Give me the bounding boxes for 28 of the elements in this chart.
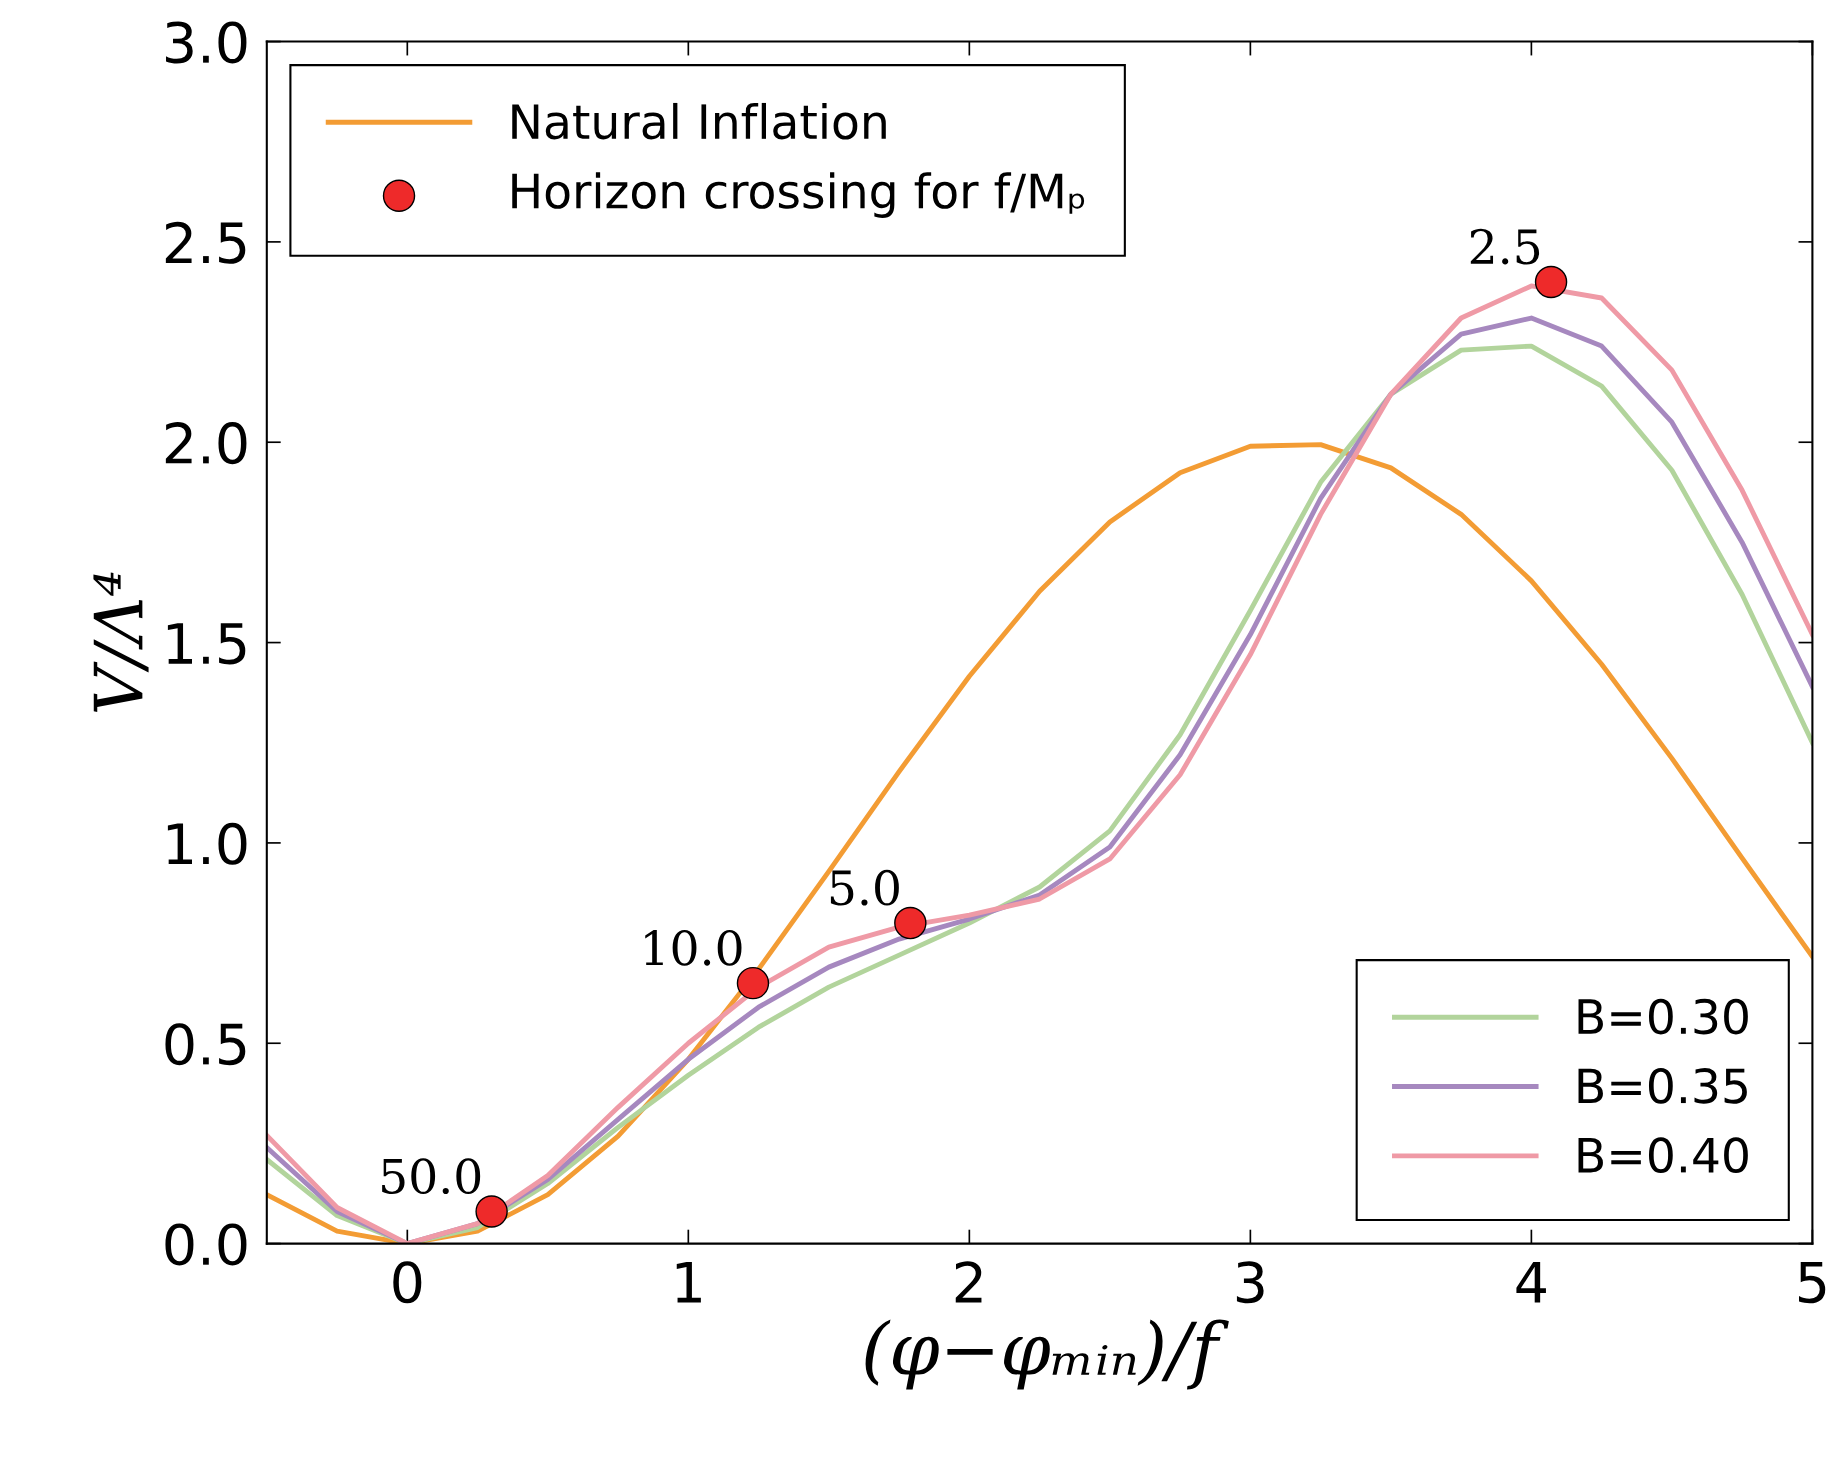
x-tick-label: 1 [676, 1261, 701, 1303]
legend-label: B=0.40 [1578, 1137, 1748, 1174]
point [894, 906, 927, 940]
y-tick-label: 0.5 [165, 1023, 246, 1066]
point [1534, 265, 1568, 299]
annotation: 2.5 [1470, 228, 1540, 265]
y-tick-label: 0.0 [165, 1223, 247, 1266]
y-tick-label: 3.0 [166, 21, 247, 64]
y-tick-label: 1.5 [167, 623, 246, 665]
x-tick-label: 0 [393, 1261, 422, 1304]
legend-label: B=0.35 [1578, 1068, 1747, 1104]
y-tick-label: 2.5 [165, 221, 246, 264]
x-tick-label: 5 [1799, 1261, 1826, 1304]
x-tick-label: 2 [955, 1261, 982, 1303]
annotation: 50.0 [382, 1158, 481, 1195]
annotation: 5.0 [830, 869, 899, 906]
x-tick-label: 4 [1516, 1261, 1546, 1303]
y-axis-title: V/Λ⁴ [93, 572, 149, 712]
annotation: 10.0 [645, 929, 742, 966]
legend-label: B=0.30 [1578, 998, 1748, 1035]
y-tick-label: 1.0 [167, 822, 247, 865]
legend-label: Horizon crossing for f/Mₚ [512, 172, 1085, 218]
point [475, 1195, 508, 1228]
y-tick-label: 2.0 [165, 422, 247, 465]
legend-label: Natural Inflation [512, 102, 886, 140]
point [736, 966, 770, 1000]
x-tick-label: 3 [1236, 1261, 1264, 1304]
x-axis-title: (φ−φₘᵢₙ)/f [865, 1319, 1229, 1390]
